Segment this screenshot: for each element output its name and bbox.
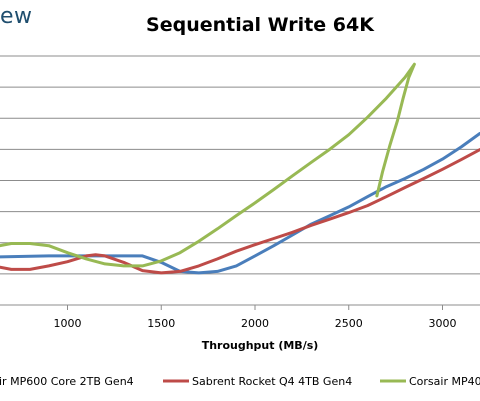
brand-logo-fragment: ew: [0, 4, 33, 29]
x-tick-label: 1500: [147, 317, 175, 330]
series-line: [0, 148, 480, 275]
series-line: [0, 62, 416, 268]
x-axis-label: Throughput (MB/s): [201, 339, 319, 352]
chart-title: Sequential Write 64K: [146, 14, 374, 36]
legend-label: Corsair MP40: [409, 375, 480, 388]
legend-label: Sabrent Rocket Q4 4TB Gen4: [192, 375, 352, 388]
x-tick-label: 2000: [241, 317, 269, 330]
x-tick-label: 2500: [335, 317, 363, 330]
x-tick-label: 3000: [429, 317, 457, 330]
x-tick-label: 1000: [54, 317, 82, 330]
series-line: [0, 131, 480, 275]
legend-label: ir MP600 Core 2TB Gen4: [0, 375, 134, 388]
